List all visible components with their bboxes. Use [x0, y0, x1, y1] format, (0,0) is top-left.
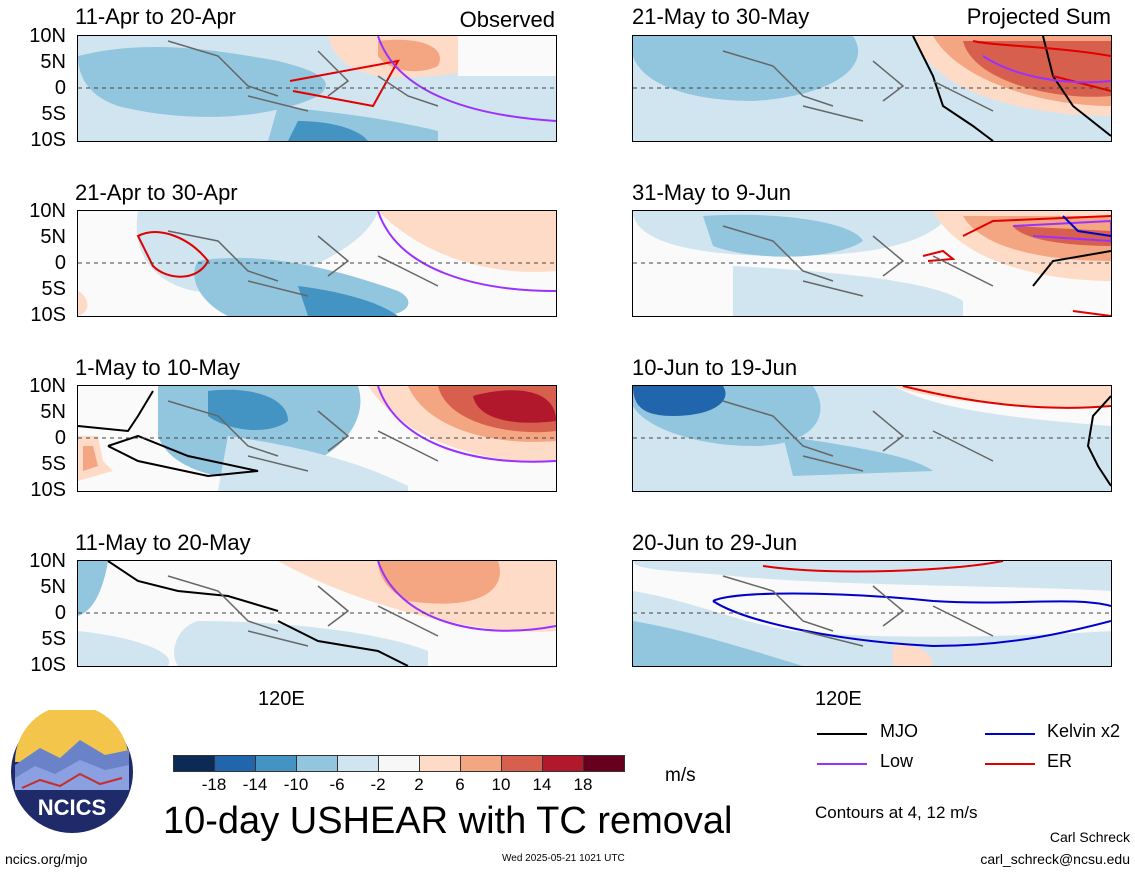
map-panel-4 — [77, 560, 557, 667]
colorbar-swatch — [419, 755, 461, 772]
x-axis-label-left: 120E — [258, 688, 305, 710]
footer-email[interactable]: carl_schreck@ncsu.edu — [980, 851, 1130, 867]
colorbar-tick-label: -2 — [370, 775, 386, 794]
map-panel-6 — [632, 210, 1112, 317]
panel-title-5: 21-May to 30-May — [632, 4, 810, 29]
legend-mjo-line — [817, 733, 867, 735]
colorbar-tick-label: 14 — [532, 775, 552, 794]
colorbar-tick-label: 2 — [414, 775, 424, 794]
colorbar-swatch — [542, 755, 584, 772]
legend-kelvin-line — [985, 733, 1035, 735]
map-panel-1 — [77, 35, 557, 142]
panel-title-2: 21-Apr to 30-Apr — [75, 180, 238, 205]
panel-title-6: 31-May to 9-Jun — [632, 180, 791, 205]
ncics-logo: NCICS — [10, 705, 134, 834]
colorbar-tick-label: 6 — [455, 775, 465, 794]
colorbar-tick-label: 10 — [491, 775, 511, 794]
logo-text: NCICS — [38, 795, 106, 820]
x-axis-label-right: 120E — [815, 688, 862, 710]
colorbar-tick-label: -6 — [329, 775, 345, 794]
footer-timestamp: Wed 2025-05-21 1021 UTC — [502, 853, 625, 864]
map-panel-8 — [632, 560, 1112, 667]
panel-title-3: 1-May to 10-May — [75, 355, 241, 380]
colorbar-swatch — [460, 755, 502, 772]
colorbar-tick-label: -18 — [201, 775, 227, 794]
colorbar-swatch — [296, 755, 338, 772]
legend-mjo-label: MJO — [880, 721, 918, 741]
panel-tag-1: Observed — [459, 7, 555, 32]
colorbar-tick-label: 18 — [573, 775, 593, 794]
panel-title-7: 10-Jun to 19-Jun — [632, 355, 798, 380]
map-panel-3 — [77, 385, 557, 492]
main-title: 10-day USHEAR with TC removal — [163, 800, 733, 842]
colorbar-swatch — [255, 755, 297, 772]
panel-tag-5: Projected Sum — [966, 4, 1111, 29]
map-panel-2 — [77, 210, 557, 317]
colorbar-swatch — [378, 755, 420, 772]
colorbar-swatch — [214, 755, 256, 772]
colorbar-swatch — [583, 755, 625, 772]
panel-title-4: 11-May to 20-May — [75, 530, 251, 555]
colorbar-swatch — [337, 755, 379, 772]
legend-low-label: Low — [880, 751, 914, 771]
contours-note: Contours at 4, 12 m/s — [815, 803, 978, 822]
colorbar-swatch — [173, 755, 215, 772]
legend-er-line — [985, 763, 1035, 765]
map-panel-5 — [632, 35, 1112, 142]
legend-low-line — [817, 763, 867, 765]
footer-author: Carl Schreck — [1049, 829, 1130, 845]
colorbar-swatch — [501, 755, 543, 772]
panel-title-1: 11-Apr to 20-Apr — [75, 4, 237, 29]
footer-url[interactable]: ncics.org/mjo — [5, 851, 88, 867]
panel-title-8: 20-Jun to 29-Jun — [632, 530, 798, 555]
colorbar-unit: m/s — [665, 765, 696, 786]
legend-er-label: ER — [1047, 751, 1073, 771]
legend-kelvin-label: Kelvin x2 — [1047, 721, 1121, 741]
colorbar-tick-label: -10 — [283, 775, 309, 794]
map-panel-7 — [632, 385, 1112, 492]
colorbar-tick-label: -14 — [242, 775, 268, 794]
